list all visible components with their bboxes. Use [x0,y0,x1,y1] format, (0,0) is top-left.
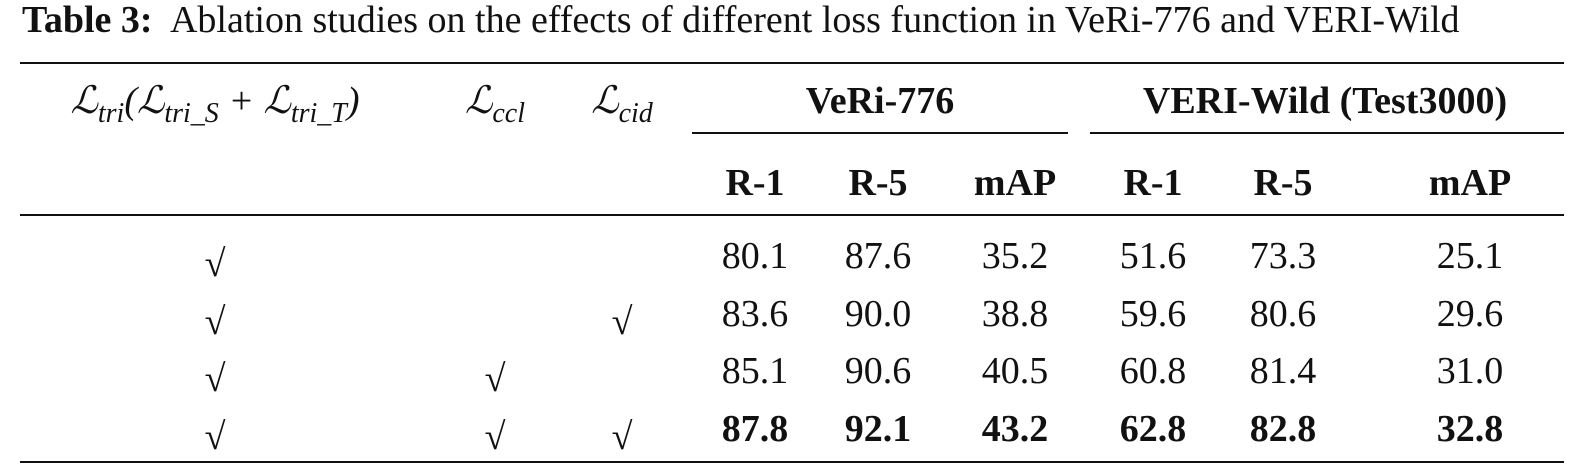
cell-value: 59.6 [1120,293,1187,335]
check-mark: √ [205,358,226,400]
group-header: VeRi-776 [806,80,954,122]
cell-value: 92.1 [845,408,912,450]
metric-header: R-1 [1123,162,1182,204]
metric-header: R-5 [848,162,907,204]
cell-value: 35.2 [982,235,1049,277]
loss-header: ℒccl [465,80,525,129]
cell-value: 51.6 [1120,235,1187,277]
cell-value: 82.8 [1250,408,1317,450]
cell-value: 73.3 [1250,235,1317,277]
subscript: ccl [492,98,525,129]
check-mark: √ [205,416,226,458]
caption-label: Table 3: [22,0,153,41]
cell-value: 62.8 [1120,408,1187,450]
check-mark: √ [485,358,506,400]
check-mark: √ [612,301,633,343]
cell-value: 80.6 [1250,293,1317,335]
cell-value: 90.6 [845,350,912,392]
cell-value: 43.2 [982,408,1049,450]
check-mark: √ [205,301,226,343]
metric-header: R-5 [1253,162,1312,204]
cell-value: 81.4 [1250,350,1317,392]
cell-value: 83.6 [722,293,789,335]
symbol: (ℒ [124,80,166,122]
check-mark: √ [612,416,633,458]
metric-header: mAP [974,162,1056,204]
symbol: ℒ [465,80,494,122]
caption-text: Ablation studies on the effects of diffe… [170,0,1460,41]
loss-header: ℒtri(ℒtri_S + ℒtri_T) [70,80,359,129]
subscript: tri_S [164,98,218,129]
cell-value: 80.1 [722,235,789,277]
cell-value: 25.1 [1437,235,1504,277]
cell-value: 29.6 [1437,293,1504,335]
metric-header: mAP [1429,162,1511,204]
subscript: cid [619,98,654,129]
cell-value: 87.6 [845,235,912,277]
check-mark: √ [205,243,226,285]
subscript: tri [98,98,124,129]
cell-value: 38.8 [982,293,1049,335]
cell-value: 40.5 [982,350,1049,392]
loss-header: ℒcid [591,80,654,129]
cell-value: 90.0 [845,293,912,335]
symbol: ) [345,80,360,122]
cell-value: 87.8 [722,408,789,450]
subscript: tri_T [291,98,349,129]
check-mark: √ [485,416,506,458]
cell-value: 85.1 [722,350,789,392]
caption: Table 3: Ablation studies on the effects… [22,0,1460,41]
cell-value: 60.8 [1120,350,1187,392]
symbol: + ℒ [219,80,293,122]
cell-value: 32.8 [1437,408,1504,450]
group-header: VERI-Wild (Test3000) [1143,80,1507,122]
symbol: ℒ [591,80,620,122]
symbol: ℒ [70,80,99,122]
cell-value: 31.0 [1437,350,1504,392]
metric-header: R-1 [725,162,784,204]
